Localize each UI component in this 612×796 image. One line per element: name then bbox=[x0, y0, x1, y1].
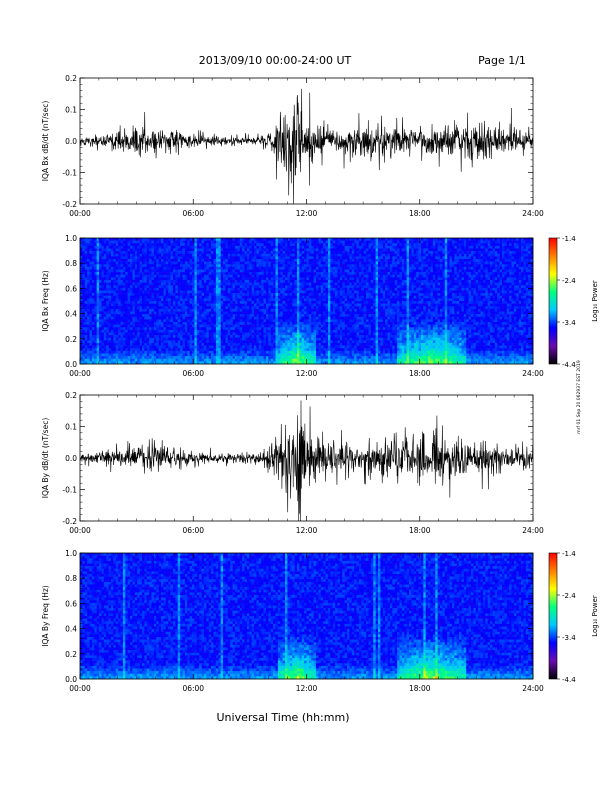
y-tick-label: 0.1 bbox=[65, 423, 77, 432]
colorbar-tick-label: -2.4 bbox=[562, 592, 576, 600]
y-tick-label: -0.2 bbox=[62, 200, 77, 209]
x-tick-label: 12:00 bbox=[296, 526, 318, 535]
y-tick-label: 0.0 bbox=[65, 137, 77, 146]
waveform-series bbox=[80, 89, 533, 204]
y-tick-label: 0.0 bbox=[65, 675, 77, 684]
y-axis-label: IQA Bx Freq (Hz) bbox=[41, 270, 50, 332]
x-tick-label: 24:00 bbox=[522, 684, 544, 693]
x-tick-label: 24:00 bbox=[522, 526, 544, 535]
colorbar-label: Log₁₀ Power bbox=[591, 595, 599, 637]
y-tick-label: 0.8 bbox=[65, 574, 77, 583]
y-tick-label: 0.2 bbox=[65, 650, 77, 659]
panels: 00:00 06:00 12:00 18:00 24:00 0.2 0.1 0.0 -0.1 -0… bbox=[41, 74, 599, 693]
colorbar-tick-label: -4.4 bbox=[562, 676, 576, 684]
y-tick-label: 0.2 bbox=[65, 391, 77, 400]
x-tick-label: 06:00 bbox=[182, 369, 204, 378]
x-tick-label: 06:00 bbox=[182, 526, 204, 535]
page-indicator: Page 1/1 bbox=[478, 54, 526, 67]
y-tick-label: 0.0 bbox=[65, 360, 77, 369]
colorbar-tick-label: -1.4 bbox=[562, 235, 576, 243]
y-tick-label: 0.2 bbox=[65, 74, 77, 83]
figure-title: 2013/09/10 00:00-24:00 UT bbox=[199, 54, 352, 67]
colorbar-tick-label: -1.4 bbox=[562, 550, 576, 558]
y-tick-label: 0.0 bbox=[65, 454, 77, 463]
panel-2: -1.4 -2.4 -3.4 -4.4 Log₁₀ Power 00:00 06:00 12:… bbox=[41, 234, 599, 378]
x-tick-label: 00:00 bbox=[69, 684, 91, 693]
x-tick-label: 06:00 bbox=[182, 684, 204, 693]
y-tick-label: 0.6 bbox=[65, 284, 77, 293]
spectrogram bbox=[80, 553, 533, 679]
y-tick-label: -0.2 bbox=[62, 517, 77, 526]
y-tick-label: -0.1 bbox=[62, 169, 77, 178]
panel-3: 00:00 06:00 12:00 18:00 24:00 0.2 0.1 0.0 -0.1 -0… bbox=[41, 391, 544, 535]
panel-4: -1.4 -2.4 -3.4 -4.4 Log₁₀ Power 00:00 06:00 12:… bbox=[41, 549, 599, 693]
colorbar-tick-label: -2.4 bbox=[562, 277, 576, 285]
x-tick-label: 00:00 bbox=[69, 526, 91, 535]
side-note: mrf 01 Sep 20 062937 EST 2019 bbox=[576, 360, 582, 434]
spectrogram bbox=[80, 238, 533, 364]
x-tick-label: 00:00 bbox=[69, 369, 91, 378]
waveform-series bbox=[80, 401, 533, 521]
colorbar-tick-label: -3.4 bbox=[562, 319, 576, 327]
x-tick-label: 00:00 bbox=[69, 209, 91, 218]
x-tick-label: 06:00 bbox=[182, 209, 204, 218]
x-tick-label: 24:00 bbox=[522, 369, 544, 378]
x-tick-label: 18:00 bbox=[409, 526, 431, 535]
x-tick-label: 12:00 bbox=[296, 684, 318, 693]
x-tick-label: 12:00 bbox=[296, 209, 318, 218]
x-tick-label: 18:00 bbox=[409, 209, 431, 218]
x-axis-title: Universal Time (hh:mm) bbox=[217, 711, 350, 724]
colorbar-label: Log₁₀ Power bbox=[591, 280, 599, 322]
y-tick-label: 0.6 bbox=[65, 599, 77, 608]
y-axis-label: IQA Bx dB/dt (nT/sec) bbox=[41, 101, 50, 182]
y-tick-label: 0.4 bbox=[65, 310, 77, 319]
y-tick-label: 0.8 bbox=[65, 259, 77, 268]
y-tick-label: 0.2 bbox=[65, 335, 77, 344]
x-tick-label: 18:00 bbox=[409, 369, 431, 378]
y-axis-label: IQA By Freq (Hz) bbox=[41, 585, 50, 647]
panel-1: 00:00 06:00 12:00 18:00 24:00 0.2 0.1 0.0 -0.1 -0… bbox=[41, 74, 544, 218]
x-tick-label: 18:00 bbox=[409, 684, 431, 693]
y-tick-label: 0.4 bbox=[65, 625, 77, 634]
colorbar bbox=[549, 238, 557, 364]
y-tick-label: 0.1 bbox=[65, 106, 77, 115]
colorbar bbox=[549, 553, 557, 679]
y-tick-label: -0.1 bbox=[62, 486, 77, 495]
y-tick-label: 1.0 bbox=[65, 549, 77, 558]
y-axis-label: IQA By dB/dt (nT/sec) bbox=[41, 418, 50, 499]
x-tick-label: 12:00 bbox=[296, 369, 318, 378]
y-tick-label: 1.0 bbox=[65, 234, 77, 243]
colorbar-tick-label: -3.4 bbox=[562, 634, 576, 642]
colorbar-tick-label: -4.4 bbox=[562, 361, 576, 369]
x-tick-label: 24:00 bbox=[522, 209, 544, 218]
